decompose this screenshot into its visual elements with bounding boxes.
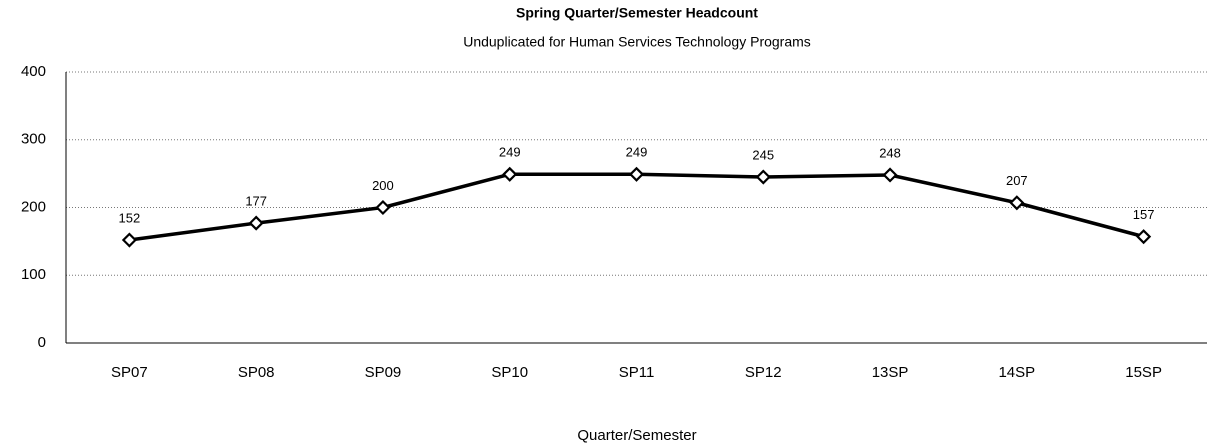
x-tick-label: 15SP bbox=[1125, 364, 1162, 381]
data-label: 177 bbox=[245, 194, 267, 209]
data-label: 245 bbox=[752, 147, 774, 162]
data-label: 207 bbox=[1006, 173, 1028, 188]
marker bbox=[1136, 229, 1152, 245]
data-label: 249 bbox=[626, 145, 648, 160]
marker bbox=[882, 167, 898, 183]
marker bbox=[502, 166, 518, 182]
marker bbox=[628, 166, 645, 182]
y-tick-label: 0 bbox=[38, 334, 46, 351]
data-label: 152 bbox=[119, 210, 141, 225]
y-tick-label: 200 bbox=[21, 198, 46, 215]
marker bbox=[121, 232, 137, 248]
x-tick-label: SP12 bbox=[745, 364, 782, 381]
marker bbox=[755, 169, 771, 185]
y-tick-label: 400 bbox=[21, 63, 46, 80]
y-tick-label: 100 bbox=[21, 266, 46, 283]
x-tick-label: SP08 bbox=[238, 364, 275, 381]
chart-subtitle: Unduplicated for Human Services Technolo… bbox=[463, 34, 811, 50]
x-tick-label: SP11 bbox=[619, 364, 655, 381]
x-tick-label: SP09 bbox=[365, 364, 402, 381]
marker bbox=[375, 199, 391, 216]
data-label: 249 bbox=[499, 145, 521, 160]
x-tick-label: 13SP bbox=[872, 364, 909, 381]
marker bbox=[248, 215, 264, 231]
x-tick-label: 14SP bbox=[998, 364, 1035, 381]
x-axis-label: Quarter/Semester bbox=[577, 427, 696, 444]
data-label: 200 bbox=[372, 178, 394, 193]
x-tick-label: SP10 bbox=[491, 364, 528, 381]
marker bbox=[1009, 195, 1025, 211]
data-label: 248 bbox=[879, 145, 901, 160]
y-tick-label: 300 bbox=[21, 131, 46, 148]
x-tick-label: SP07 bbox=[111, 364, 148, 381]
data-label: 157 bbox=[1133, 207, 1155, 222]
chart-title: Spring Quarter/Semester Headcount bbox=[516, 5, 758, 21]
